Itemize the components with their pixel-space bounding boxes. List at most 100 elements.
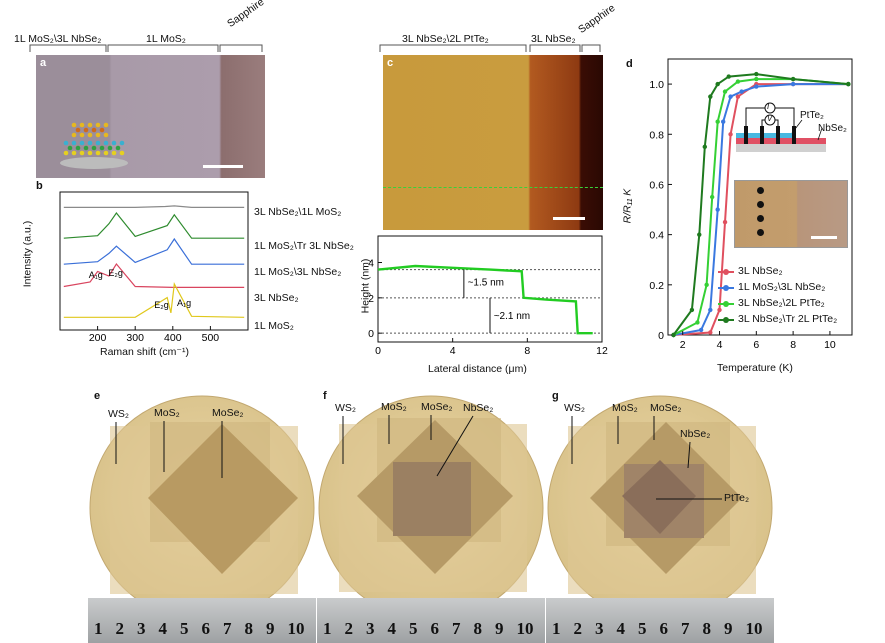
raman-series-line xyxy=(63,282,245,318)
ruler-number: 8 xyxy=(244,619,254,638)
plot-frame xyxy=(667,58,853,336)
rt-data-point xyxy=(702,144,707,150)
y-tick-label: 0 xyxy=(658,330,664,342)
raman-legend-label: 3L NbSe₂ xyxy=(254,292,299,304)
raman-legend-label: 1L MoS₂\Tr 3L NbSe₂ xyxy=(254,240,354,252)
rt-data-point xyxy=(728,94,733,99)
resistance-chart: 2 4 6 8 10 0 0.2 0.4 0.6 0.8 1.0 xyxy=(649,58,853,351)
panel-c-xlabel: Lateral distance (μm) xyxy=(428,363,527,375)
ruler-number: 5 xyxy=(409,619,418,638)
panel-a-bracket-lines xyxy=(29,44,263,52)
panel-a-letter: a xyxy=(40,57,47,69)
panel-c-bracket-lines xyxy=(379,44,601,52)
ruler-number: 1 xyxy=(552,619,561,638)
rt-data-point xyxy=(728,132,733,137)
panel-b-letter: b xyxy=(36,180,43,192)
ruler-number: 7 xyxy=(223,619,232,638)
rt-data-point xyxy=(689,307,695,313)
rt-series-line xyxy=(672,73,849,336)
height-profile-chart: 0 4 8 12 0 2 4 ~1.5 nm ~2.1 nm xyxy=(368,235,608,357)
ruler-number: 9 xyxy=(266,619,275,638)
wafer-leader-lines xyxy=(115,421,223,478)
x-tick-label: 0 xyxy=(375,345,381,357)
ruler xyxy=(546,598,774,643)
ruler-number: 3 xyxy=(137,619,146,638)
inset-label-voltage: V xyxy=(767,114,773,123)
ruler-number: 7 xyxy=(452,619,461,638)
x-tick-label: 500 xyxy=(202,332,220,342)
wafer-leader-lines xyxy=(342,415,474,477)
wafer-label-mose2: MoSe₂ xyxy=(212,407,244,419)
rt-data-point xyxy=(739,89,744,94)
wafer-label-ws2: WS₂ xyxy=(335,402,356,414)
rt-data-point xyxy=(790,81,796,87)
wafer-label-ws2: WS₂ xyxy=(564,402,585,414)
wafer-label-mose2: MoSe₂ xyxy=(650,402,682,414)
wafer-label-mos2: MoS₂ xyxy=(381,401,407,413)
step-annotation-upper: ~1.5 nm xyxy=(468,277,504,288)
device-optical-inset xyxy=(734,180,848,248)
rt-data-point xyxy=(671,332,676,338)
legend-marker xyxy=(723,317,729,323)
rt-data-point xyxy=(846,81,851,87)
y-tick-label: 0.6 xyxy=(649,179,664,191)
x-tick-label: 400 xyxy=(164,332,182,342)
raman-series-line xyxy=(63,262,245,289)
x-tick-label: 4 xyxy=(450,345,456,357)
y-tick-label: 0.8 xyxy=(649,129,664,141)
peak-label-e2g: E₂g xyxy=(108,268,123,278)
panel-e-photo: e WS₂ MoS₂ MoSe₂ xyxy=(88,388,316,643)
profile-line xyxy=(383,187,603,188)
plot-frame xyxy=(377,235,603,343)
rt-legend-label: 3L NbSe₂\2L PtTe₂ xyxy=(738,297,825,309)
step-annotation-lower: ~2.1 nm xyxy=(494,311,530,322)
panel-c-label-sapphire: Sapphire xyxy=(576,2,618,36)
inset-label-ptte2: PtTe₂ xyxy=(800,110,824,121)
raman-series-line xyxy=(63,205,245,208)
panel-b-xlabel: Raman shift (cm⁻¹) xyxy=(100,346,189,358)
panel-a-label-mos2: 1L MoS₂ xyxy=(146,33,186,45)
rt-data-point xyxy=(721,119,726,124)
ruler-number: 8 xyxy=(473,619,483,638)
panel-a-optical-image: a xyxy=(36,55,265,178)
rt-data-point xyxy=(735,94,741,99)
ruler-number: 2 xyxy=(115,619,125,638)
rt-series-line xyxy=(673,83,849,336)
rt-data-point xyxy=(754,84,759,89)
wafer-label-nbse2: NbSe₂ xyxy=(680,428,711,440)
legend-marker xyxy=(723,269,729,275)
y-tick-label: 2 xyxy=(368,293,374,305)
rt-data-point xyxy=(715,81,720,87)
panel-a-label-heterostructure: 1L MoS₂\3L NbSe₂ xyxy=(14,33,102,45)
rt-data-point xyxy=(704,282,709,288)
rt-data-point xyxy=(695,320,700,325)
panel-f-photo: f WS₂ MoS₂ MoSe₂ NbSe₂ xyxy=(317,388,545,643)
rt-legend-label: 3L NbSe₂ xyxy=(738,265,783,277)
inset-label-nbse2: NbSe₂ xyxy=(818,123,847,134)
ruler-number: 10 xyxy=(287,619,305,638)
x-tick-label: 6 xyxy=(753,339,759,351)
panel-g-letter: g xyxy=(552,390,559,402)
raman-legend-label: 1L MoS₂\3L NbSe₂ xyxy=(254,266,342,278)
wafer-label-mos2: MoS₂ xyxy=(612,402,638,414)
rt-data-point xyxy=(754,71,759,77)
legend-marker xyxy=(723,301,729,307)
wafer-label-nbse2: NbSe₂ xyxy=(463,402,494,414)
ruler xyxy=(88,598,316,643)
ruler-number: 4 xyxy=(387,619,397,638)
ruler-number: 5 xyxy=(638,619,647,638)
ruler-number: 4 xyxy=(616,619,626,638)
rt-data-point xyxy=(754,76,759,82)
x-tick-label: 300 xyxy=(126,332,144,342)
rt-data-point xyxy=(722,219,728,225)
wafer-label-ws2: WS₂ xyxy=(108,408,129,420)
rt-data-point xyxy=(722,89,728,94)
y-tick-label: 0.4 xyxy=(649,230,664,242)
panel-c-label-nbse2: 3L NbSe₂ xyxy=(531,33,576,45)
inset-label-current: I xyxy=(767,102,770,111)
rt-data-point xyxy=(715,119,720,124)
ruler-number: 3 xyxy=(595,619,604,638)
ruler xyxy=(317,598,545,643)
rt-data-point xyxy=(708,94,713,99)
panel-f-letter: f xyxy=(323,390,327,402)
